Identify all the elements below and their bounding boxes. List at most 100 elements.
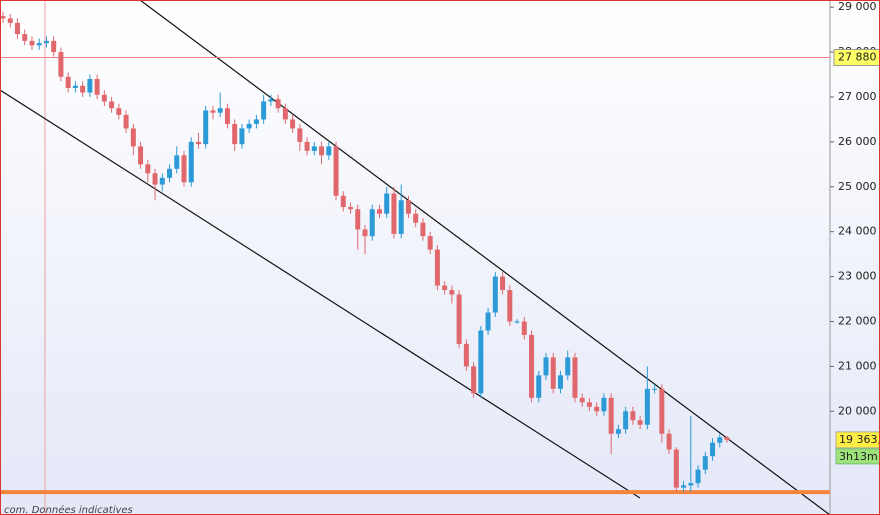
candle-body <box>239 128 245 145</box>
channel-upper <box>139 0 831 515</box>
candle-body <box>261 101 267 120</box>
candle-body <box>427 236 433 250</box>
candle-body <box>471 366 477 394</box>
price-label-box <box>833 48 880 66</box>
candle-body <box>630 411 636 421</box>
candle-body <box>14 22 20 35</box>
candle-body <box>485 312 491 331</box>
candle-body <box>442 285 448 291</box>
candle-body <box>355 209 361 230</box>
candle-body <box>326 146 332 156</box>
candle-body <box>521 321 527 335</box>
candle-body <box>246 123 252 129</box>
candle-body <box>65 76 71 89</box>
candle-body <box>188 141 194 183</box>
candle-body <box>666 433 672 450</box>
candle-body <box>434 249 440 286</box>
candle-body <box>384 193 390 214</box>
candle-body <box>579 397 585 403</box>
candle-body <box>333 146 339 196</box>
candle-body <box>514 321 520 323</box>
candle-body <box>369 209 375 237</box>
candle-body <box>565 357 571 376</box>
candle-body <box>297 128 303 142</box>
y-tick-label: 20 000 <box>838 404 877 417</box>
candle-body <box>210 110 216 113</box>
candle-body <box>224 108 230 124</box>
candle-body <box>101 94 107 102</box>
candle-body <box>420 222 426 237</box>
candle-body <box>7 18 13 23</box>
y-tick-label: 29 000 <box>838 0 877 13</box>
candle-body <box>253 119 259 124</box>
candle-body <box>557 375 563 389</box>
candle-body <box>282 108 288 120</box>
candle-body <box>80 85 86 93</box>
candle-body <box>405 200 411 214</box>
channel-lower <box>0 89 641 499</box>
candle-body <box>319 146 325 156</box>
candle-body <box>72 85 78 89</box>
footer-note: com. Données indicatives <box>4 504 133 515</box>
candle-body <box>362 229 368 237</box>
candle-body <box>376 209 382 214</box>
countdown-box <box>835 448 880 465</box>
candle-body <box>529 334 535 398</box>
candle-body <box>275 99 281 109</box>
candle-body <box>174 155 180 169</box>
y-tick-label: 21 000 <box>838 359 877 372</box>
candle-body <box>348 206 354 210</box>
candle-body <box>644 388 650 425</box>
candle-body <box>601 397 607 412</box>
candle-body <box>608 397 614 434</box>
candle-body <box>398 200 404 234</box>
candle-body <box>167 168 173 178</box>
candle-body <box>268 99 274 102</box>
candle-body <box>652 388 658 390</box>
candle-body <box>159 177 165 185</box>
candle-body <box>145 164 151 174</box>
candle-body <box>659 388 665 434</box>
candle-body <box>36 43 42 46</box>
plot: 20 000 21 000 22 000 23 000 24 000 25 000 26 0… <box>0 0 880 495</box>
candle-body <box>688 483 694 486</box>
candle-body <box>717 437 723 443</box>
candle-body <box>637 420 643 425</box>
candle-body <box>152 173 158 185</box>
candle-body <box>456 294 462 344</box>
candle-body <box>724 437 730 440</box>
candle-body <box>391 193 397 234</box>
candle-body <box>181 155 187 183</box>
candle-body <box>340 195 346 207</box>
y-tick-label: 24 000 <box>838 225 877 238</box>
candle-body <box>304 141 310 151</box>
candle-body <box>500 276 506 291</box>
candle-body <box>681 485 687 488</box>
y-tick-label: 25 000 <box>838 180 877 193</box>
candle-body <box>413 213 419 223</box>
candle-body <box>311 146 317 151</box>
countdown-label: 3h13m <box>839 450 878 463</box>
candle-body <box>492 276 498 313</box>
y-tick-label: 23 000 <box>838 270 877 283</box>
candle-body <box>195 141 201 145</box>
candle-body <box>58 52 64 77</box>
candle-body <box>673 449 679 488</box>
price-label: 27 880 <box>838 50 877 63</box>
candle-body <box>550 357 556 389</box>
candle-body <box>232 123 238 145</box>
candle-body <box>463 343 469 367</box>
last-price-box <box>835 431 880 449</box>
candle-body <box>116 108 122 115</box>
y-tick-label: 27 000 <box>838 90 877 103</box>
candle-body <box>586 402 592 407</box>
candle-body <box>138 146 144 165</box>
candle-body <box>94 79 100 95</box>
candle-body <box>123 114 129 129</box>
candle-body <box>543 357 549 376</box>
candle-body <box>710 442 716 457</box>
candle-body <box>449 290 455 295</box>
candle-body <box>22 34 28 41</box>
